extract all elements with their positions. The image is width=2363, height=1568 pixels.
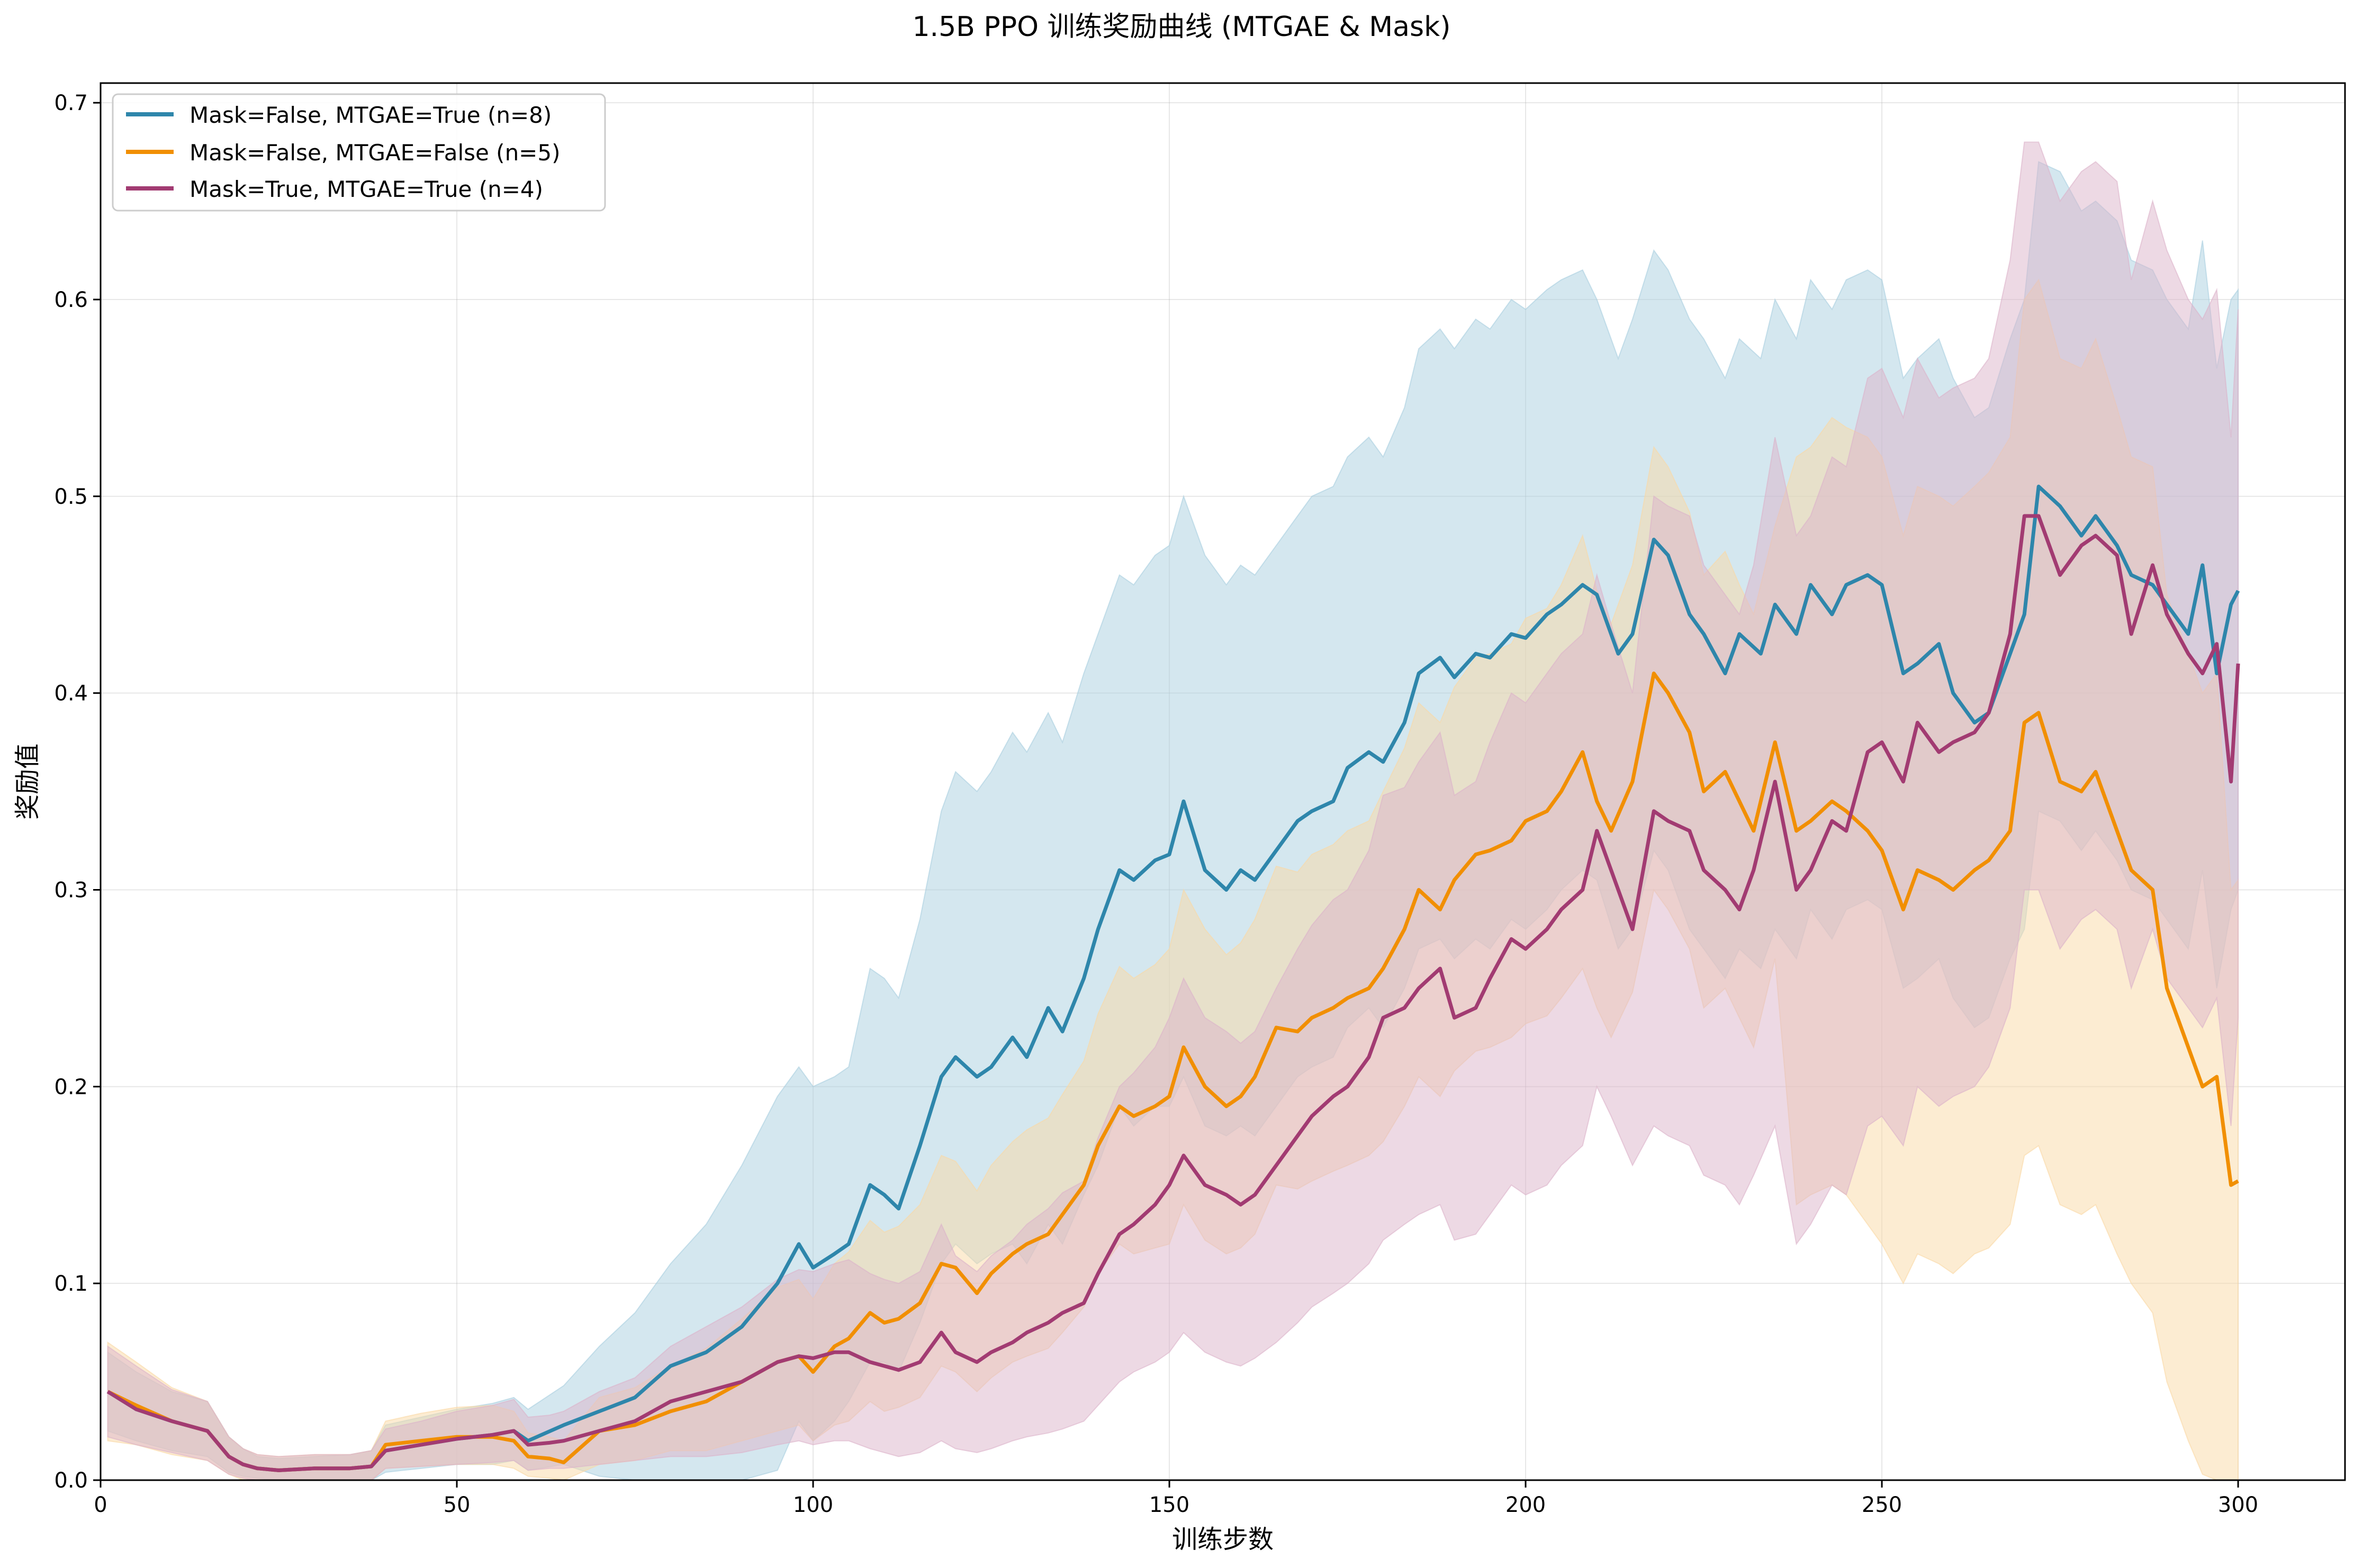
legend-label-0: Mask=False, MTGAE=True (n=8) [190,102,552,128]
y-tick-label-7: 0.7 [54,91,88,115]
legend: Mask=False, MTGAE=True (n=8) Mask=False,… [112,93,606,212]
y-tick-label-3: 0.3 [54,878,88,903]
series-line-2 [106,514,2240,1472]
plot-frame [100,82,2346,1481]
legend-label-1: Mask=False, MTGAE=False (n=5) [190,140,561,166]
legend-label-2: Mask=True, MTGAE=True (n=4) [190,176,543,202]
y-axis-label: 奖励值 [13,744,42,820]
y-tick-label-2: 0.2 [54,1075,88,1099]
chart-title: 1.5B PPO 训练奖励曲线 (MTGAE & Mask) [912,11,1450,43]
series-lines [106,484,2240,1472]
x-tick-label-3: 150 [1149,1493,1189,1517]
series-band-2 [107,141,2239,1481]
series-line-1 [106,672,2239,1472]
y-tick-label-6: 0.6 [54,288,88,312]
axis-ticks: 0 50 100 150 200 250 300 0.0 0.1 0.2 0.3 0.4 0.5 0.6 0… [54,91,2258,1517]
x-axis-label: 训练步数 [1172,1525,1274,1554]
y-tick-label-1: 0.1 [54,1272,88,1296]
y-tick-label-4: 0.4 [54,682,88,706]
x-tick-label-1: 50 [444,1493,471,1517]
x-tick-label-0: 0 [94,1493,107,1517]
x-tick-label-4: 200 [1505,1493,1546,1517]
x-tick-label-6: 300 [2218,1493,2258,1517]
y-tick-label-0: 0.0 [54,1469,88,1493]
x-tick-label-2: 100 [793,1493,833,1517]
y-tick-label-5: 0.5 [54,485,88,509]
series-line-0 [106,484,2240,1472]
x-tick-label-5: 250 [1862,1493,1902,1517]
legend-box [112,93,606,212]
